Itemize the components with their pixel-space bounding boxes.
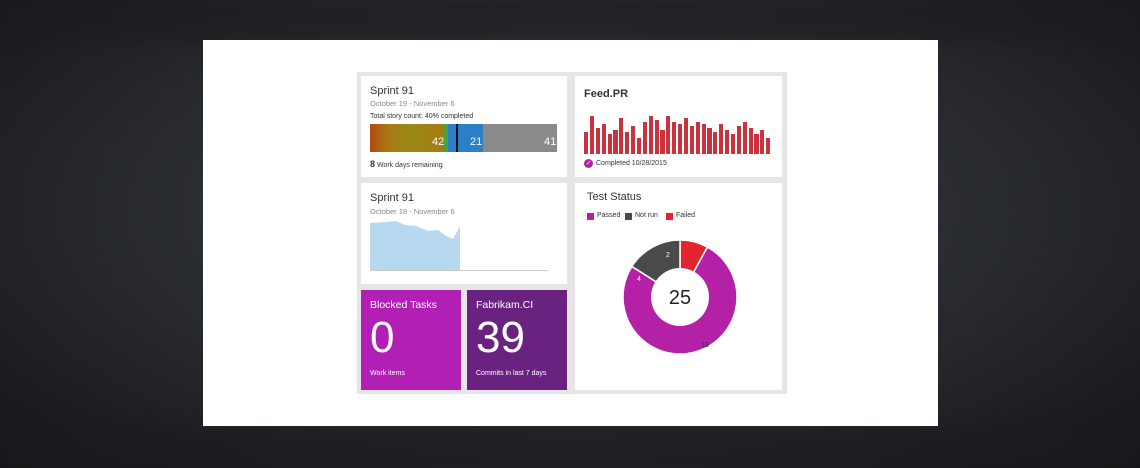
build-bar[interactable] — [654, 120, 659, 154]
burndown-area-chart — [370, 221, 548, 271]
build-bar[interactable] — [689, 126, 694, 154]
build-bar[interactable] — [648, 116, 653, 154]
check-icon: ✓ — [584, 159, 593, 168]
build-bar[interactable] — [607, 134, 612, 154]
days-remaining: 8 Work days remaining — [370, 159, 443, 169]
build-completed-text: Completed 10/28/2015 — [596, 160, 667, 167]
build-bar[interactable] — [760, 130, 765, 154]
blocked-tasks-tile[interactable]: Blocked Tasks 0 Work items — [361, 290, 461, 390]
build-bar[interactable] — [642, 122, 647, 154]
background-blur-bottom — [0, 428, 1140, 468]
donut-label-notrun: 4 — [637, 276, 641, 283]
donut-total: 25 — [669, 287, 691, 309]
build-bar[interactable] — [589, 116, 595, 154]
build-bar[interactable] — [766, 138, 771, 154]
commits-count: 39 — [476, 313, 525, 362]
commits-footer: Commits in last 7 days — [476, 370, 547, 377]
commits-title: Fabrikam.CI — [476, 299, 534, 311]
donut-label-passed: 19 — [701, 342, 709, 349]
segment-label-inprogress: 21 — [470, 136, 483, 148]
dashboard-screenshot-frame: Sprint 91 October 19 - November 6 Total … — [203, 40, 938, 426]
legend-failed-swatch — [666, 213, 673, 220]
test-status-title: Test Status — [587, 191, 642, 203]
burndown-dates: October 19 - November 6 — [370, 207, 455, 216]
build-bar[interactable] — [707, 128, 712, 154]
donut-label-failed: 2 — [666, 252, 670, 259]
burndown-area — [370, 221, 460, 271]
build-bar[interactable] — [672, 122, 677, 154]
build-bar[interactable] — [601, 124, 606, 154]
build-bar[interactable] — [631, 126, 636, 154]
build-bar[interactable] — [742, 122, 747, 154]
build-bar[interactable] — [619, 118, 624, 154]
segment-label-remaining: 41 — [544, 136, 557, 148]
build-bar[interactable] — [595, 128, 600, 154]
legend-passed-swatch — [587, 213, 594, 220]
build-status: ✓ Completed 10/28/2015 — [584, 159, 667, 168]
build-bar[interactable] — [613, 130, 618, 154]
days-remaining-label: Work days remaining — [376, 162, 443, 169]
build-bar[interactable] — [695, 122, 700, 154]
build-bars — [584, 114, 772, 154]
story-progress-bar: 42 21 41 — [370, 124, 557, 152]
dashboard-board: Sprint 91 October 19 - November 6 Total … — [357, 72, 787, 394]
test-status-tile[interactable]: Test Status Passed Not run Failed 25 19 … — [575, 183, 782, 390]
progress-segment-green — [444, 124, 448, 152]
sprint-title: Sprint 91 — [370, 85, 415, 97]
blocked-tasks-title: Blocked Tasks — [370, 299, 437, 311]
sprint-dates: October 19 - November 6 — [370, 99, 455, 108]
blocked-tasks-footer: Work items — [370, 370, 405, 377]
progress-segment-inprogress — [448, 124, 483, 152]
donut-hole — [651, 268, 709, 326]
story-count-label: Total story count: 40% completed — [370, 113, 474, 120]
build-bar[interactable] — [713, 132, 718, 154]
build-bar[interactable] — [584, 132, 589, 154]
background-blur-top — [0, 0, 1140, 40]
legend-notrun-swatch — [625, 213, 632, 220]
build-bar[interactable] — [666, 116, 671, 154]
sprint-progress-tile[interactable]: Sprint 91 October 19 - November 6 Total … — [361, 76, 567, 177]
build-bar[interactable] — [678, 124, 683, 154]
build-history-tile[interactable]: Feed.PR ✓ Completed 10/28/2015 — [575, 76, 782, 177]
legend-passed-label: Passed — [597, 212, 621, 219]
build-bar[interactable] — [725, 130, 730, 154]
build-bar[interactable] — [683, 118, 689, 154]
commits-tile[interactable]: Fabrikam.CI 39 Commits in last 7 days — [467, 290, 567, 390]
build-bar[interactable] — [730, 134, 736, 154]
build-bar[interactable] — [625, 132, 630, 154]
progress-marker — [456, 124, 458, 152]
build-bar[interactable] — [719, 124, 724, 154]
blocked-tasks-count: 0 — [370, 313, 395, 362]
legend-failed-label: Failed — [676, 212, 696, 219]
build-bar[interactable] — [748, 128, 753, 154]
progress-segment-completed — [370, 124, 444, 152]
progress-segment-remaining — [483, 124, 557, 152]
segment-label-completed: 42 — [432, 136, 445, 148]
build-bar[interactable] — [660, 130, 665, 154]
build-bar[interactable] — [701, 124, 706, 154]
burndown-title: Sprint 91 — [370, 192, 415, 204]
test-donut-chart: 25 19 4 2 — [622, 239, 738, 355]
sprint-burndown-tile[interactable]: Sprint 91 October 19 - November 6 — [361, 183, 567, 284]
build-bar[interactable] — [636, 138, 642, 154]
legend-notrun-label: Not run — [635, 212, 658, 219]
build-bar[interactable] — [736, 126, 741, 154]
build-bar[interactable] — [754, 134, 759, 154]
days-remaining-count: 8 — [370, 159, 376, 169]
build-title: Feed.PR — [584, 88, 629, 100]
